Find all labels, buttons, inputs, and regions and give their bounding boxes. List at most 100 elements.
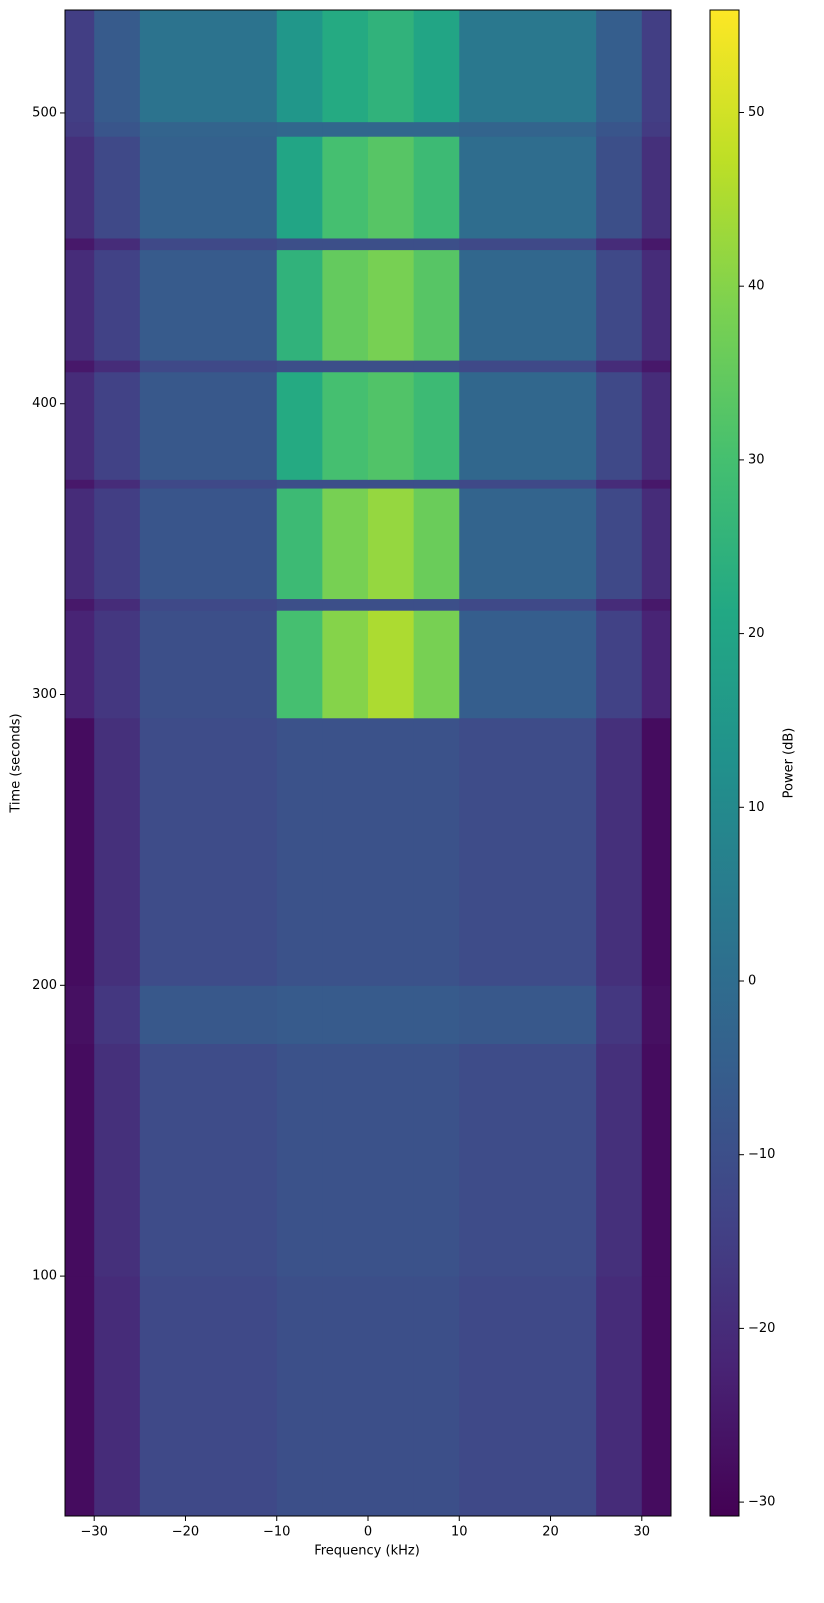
cell bbox=[596, 237, 643, 251]
cell bbox=[276, 610, 323, 719]
cell bbox=[459, 136, 597, 239]
cell bbox=[596, 360, 643, 373]
cell bbox=[94, 598, 141, 611]
cell bbox=[459, 10, 597, 123]
cell bbox=[459, 1276, 597, 1517]
cell bbox=[368, 610, 415, 719]
colorbar-tick-label: 40 bbox=[748, 279, 765, 294]
cell bbox=[596, 985, 643, 1044]
cell bbox=[94, 1043, 141, 1277]
cell bbox=[94, 10, 141, 123]
cell bbox=[322, 1276, 369, 1517]
cell bbox=[413, 598, 460, 611]
cell bbox=[322, 488, 369, 600]
cell bbox=[139, 985, 278, 1044]
cell bbox=[641, 371, 672, 480]
cell bbox=[276, 360, 323, 373]
cell bbox=[322, 136, 369, 239]
cell bbox=[641, 136, 672, 239]
cell bbox=[368, 249, 415, 361]
y-tick-label: 400 bbox=[32, 396, 57, 411]
cell bbox=[596, 121, 643, 137]
cell bbox=[413, 1276, 460, 1517]
cell bbox=[65, 717, 95, 986]
cell bbox=[322, 479, 369, 489]
cell bbox=[368, 360, 415, 373]
cell bbox=[413, 1043, 460, 1277]
cell bbox=[65, 136, 95, 239]
cell bbox=[276, 717, 323, 986]
cell bbox=[459, 249, 597, 361]
cell bbox=[641, 610, 672, 719]
cell bbox=[276, 479, 323, 489]
cell bbox=[413, 237, 460, 251]
cell bbox=[65, 479, 95, 489]
cell bbox=[596, 488, 643, 600]
cell bbox=[641, 360, 672, 373]
colorbar bbox=[709, 9, 740, 1517]
x-axis-label: Frequency (kHz) bbox=[314, 1544, 420, 1559]
cell bbox=[139, 237, 278, 251]
cell bbox=[368, 598, 415, 611]
x-tick-label: 20 bbox=[542, 1525, 559, 1540]
heatmap bbox=[65, 10, 672, 1517]
cell bbox=[413, 121, 460, 137]
cell bbox=[596, 371, 643, 480]
colorbar-tick-label: 0 bbox=[748, 973, 756, 988]
y-tick-label: 100 bbox=[32, 1269, 57, 1284]
colorbar-tick-label: 20 bbox=[748, 626, 765, 641]
cell bbox=[139, 371, 278, 480]
cell bbox=[139, 1043, 278, 1277]
cell bbox=[641, 121, 672, 137]
colorbar-tick-label: −20 bbox=[748, 1321, 775, 1336]
cell bbox=[139, 360, 278, 373]
cell bbox=[596, 610, 643, 719]
cell bbox=[139, 479, 278, 489]
cell bbox=[139, 1276, 278, 1517]
cell bbox=[276, 121, 323, 137]
cell bbox=[641, 10, 672, 123]
cell bbox=[413, 360, 460, 373]
cell bbox=[459, 488, 597, 600]
cell bbox=[322, 985, 369, 1044]
cell bbox=[276, 136, 323, 239]
cell bbox=[94, 136, 141, 239]
cell bbox=[94, 717, 141, 986]
cell bbox=[413, 985, 460, 1044]
y-axis-label: Time (seconds) bbox=[9, 713, 24, 813]
cell bbox=[596, 249, 643, 361]
cell bbox=[276, 1043, 323, 1277]
cell bbox=[596, 598, 643, 611]
cell bbox=[139, 136, 278, 239]
cell bbox=[459, 610, 597, 719]
cell bbox=[413, 488, 460, 600]
cell bbox=[459, 1043, 597, 1277]
cell bbox=[459, 237, 597, 251]
cell bbox=[641, 985, 672, 1044]
cell bbox=[94, 237, 141, 251]
cell bbox=[413, 717, 460, 986]
y-tick-label: 200 bbox=[32, 978, 57, 993]
x-tick-label: −30 bbox=[80, 1525, 107, 1540]
y-tick-label: 300 bbox=[32, 687, 57, 702]
cell bbox=[94, 121, 141, 137]
cell bbox=[368, 371, 415, 480]
cell bbox=[368, 479, 415, 489]
cell bbox=[322, 717, 369, 986]
cell bbox=[368, 985, 415, 1044]
cell bbox=[276, 237, 323, 251]
cell bbox=[139, 717, 278, 986]
colorbar-tick-label: −30 bbox=[748, 1495, 775, 1510]
cell bbox=[65, 1043, 95, 1277]
cell bbox=[413, 479, 460, 489]
cell bbox=[641, 1276, 672, 1517]
cell bbox=[65, 249, 95, 361]
cell bbox=[641, 1043, 672, 1277]
x-tick-label: −10 bbox=[263, 1525, 290, 1540]
x-tick-label: 10 bbox=[451, 1525, 468, 1540]
cell bbox=[368, 1043, 415, 1277]
cell bbox=[94, 610, 141, 719]
cell bbox=[368, 136, 415, 239]
cell bbox=[322, 121, 369, 137]
cell bbox=[368, 1276, 415, 1517]
